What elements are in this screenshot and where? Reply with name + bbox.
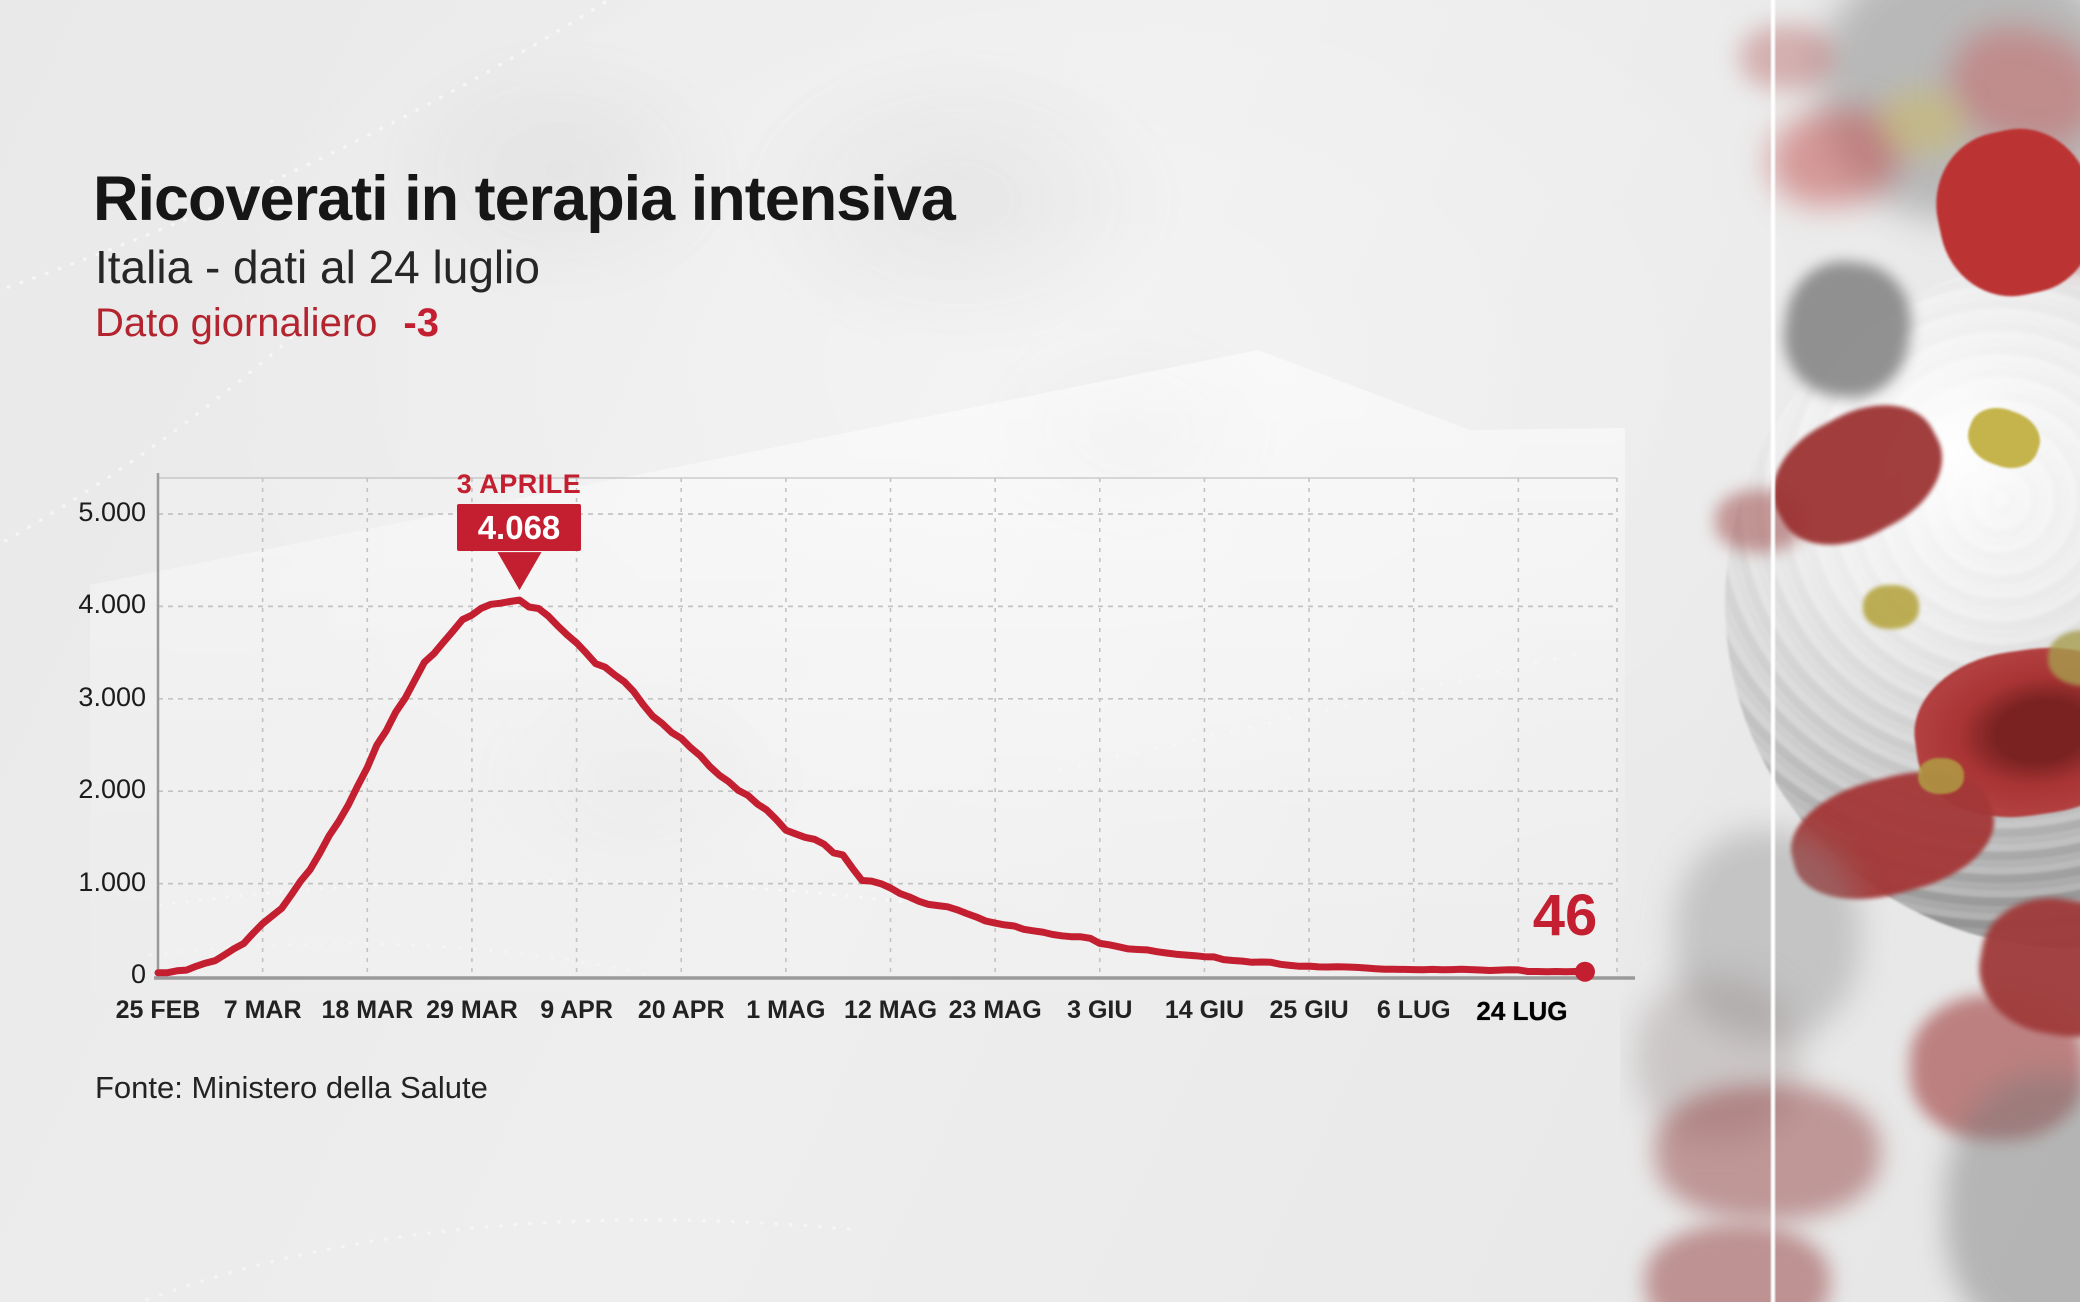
virus-spike-blur [1740,25,1835,90]
x-tick-label: 1 MAG [746,996,826,1024]
y-tick-label: 1.000 [78,866,146,897]
source-note: Fonte: Ministero della Salute [95,1070,488,1105]
y-tick-label: 5.000 [78,497,146,527]
virus-illustration [1620,0,2080,1302]
x-tick-label: 3 GIU [1067,996,1133,1024]
x-tick-label: 25 FEB [115,996,201,1024]
virus-spike-blur [1910,995,2080,1140]
x-tick-label: 12 MAG [843,996,938,1024]
virus-yellow [1863,585,1919,629]
latest-value-label: 46 [1532,883,1598,948]
x-tick-label: 24 LUG [1476,996,1568,1026]
x-tick-label: 7 MAR [223,996,302,1024]
daily-data-label: Dato giornaliero [95,301,378,345]
daily-data-row: Dato giornaliero -3 [95,301,439,346]
virus-shadow-blur [1675,830,1860,1040]
x-tick-label: 25 GIU [1269,996,1349,1024]
virus-spike-blur [1655,1085,1880,1220]
virus-yellow [1918,758,1964,794]
x-tick-label: 14 GIU [1164,996,1245,1024]
y-tick-label: 4.000 [78,589,146,620]
daily-data-value: -3 [403,301,439,345]
peak-date-label: 3 APRILE [456,469,582,499]
series-line [154,596,1589,977]
y-tick-label: 3.000 [78,681,146,712]
y-tick-label: 2.000 [78,774,146,805]
peak-value-text: 4.068 [477,509,561,546]
page-title: Ricoverati in terapia intensiva [93,164,956,234]
x-tick-label: 29 MAR [426,996,518,1024]
subtitle: Italia - dati al 24 luglio [95,241,540,293]
x-tick-label: 6 LUG [1376,996,1451,1024]
x-tick-label: 18 MAR [321,996,414,1024]
y-tick-label: 0 [130,959,146,989]
plot-background [158,478,1617,976]
x-tick-label: 20 APR [637,996,725,1024]
chart-area: 0 1.000 2.000 3.000 4.000 5.000 25 FEB 7 MAR 18… [0,463,1700,1073]
divider-line [1770,0,1776,1302]
peak-marker [497,552,542,591]
peak-value-badge: 4.068 [457,504,581,551]
end-dot [1574,961,1595,982]
x-tick-label: 23 MAG [948,996,1042,1024]
line-chart [154,473,1635,982]
virus-yellow-blur [1880,90,1965,155]
virus-spike-blur [1645,1225,1830,1302]
x-tick-label: 9 APR [540,996,613,1024]
